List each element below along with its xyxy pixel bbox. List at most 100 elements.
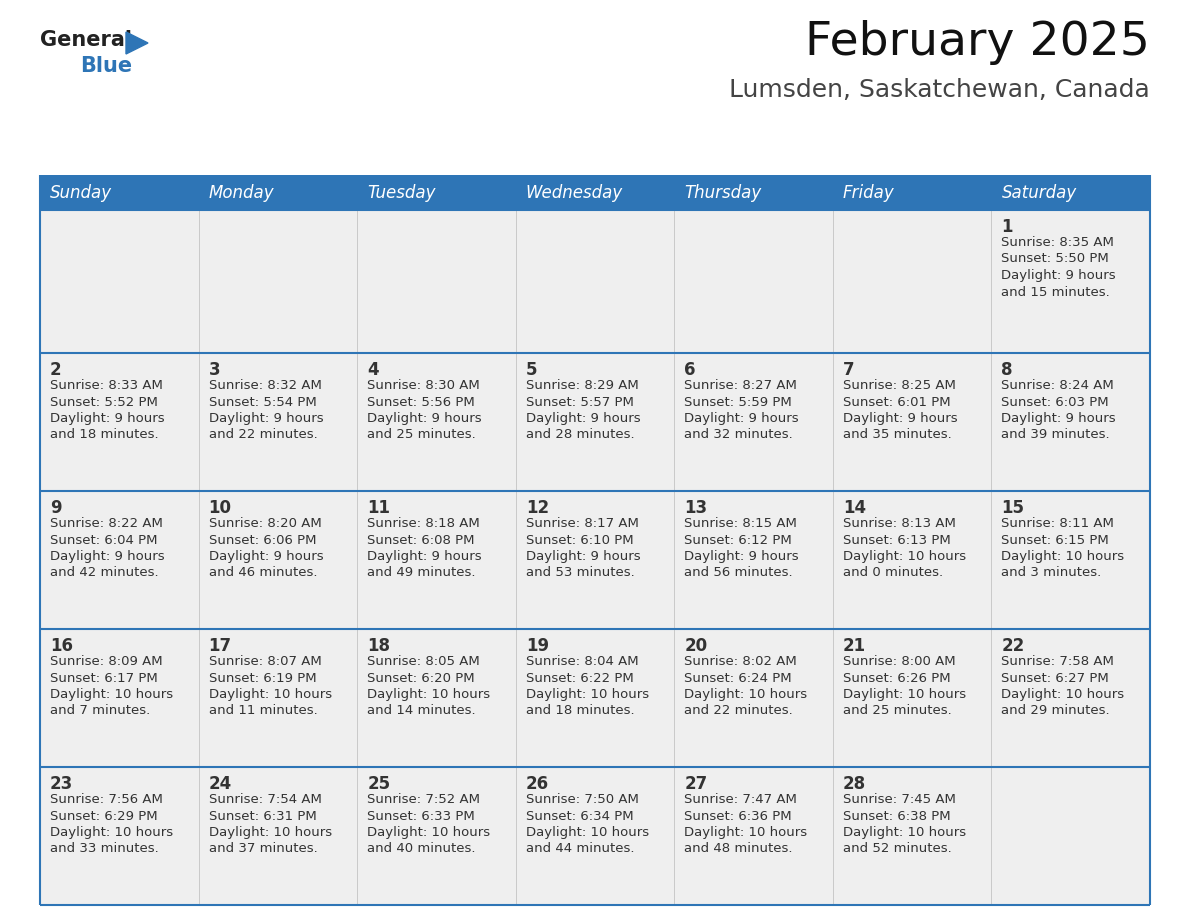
Bar xyxy=(40,767,198,905)
Text: Sunset: 5:56 PM: Sunset: 5:56 PM xyxy=(367,396,475,409)
Bar xyxy=(358,629,516,767)
Text: Sunrise: 7:54 AM: Sunrise: 7:54 AM xyxy=(209,793,322,806)
Bar xyxy=(516,629,675,767)
Text: Sunrise: 8:17 AM: Sunrise: 8:17 AM xyxy=(526,517,639,530)
Bar xyxy=(992,353,1150,491)
Bar xyxy=(198,353,358,491)
Text: Sunset: 6:08 PM: Sunset: 6:08 PM xyxy=(367,533,475,546)
Text: Daylight: 10 hours: Daylight: 10 hours xyxy=(684,688,808,701)
Text: and 18 minutes.: and 18 minutes. xyxy=(526,704,634,718)
Bar xyxy=(992,175,1150,210)
Bar xyxy=(675,491,833,629)
Text: Sunrise: 8:22 AM: Sunrise: 8:22 AM xyxy=(50,517,163,530)
Text: 2: 2 xyxy=(50,361,62,379)
Text: and 53 minutes.: and 53 minutes. xyxy=(526,566,634,579)
Text: Sunrise: 7:52 AM: Sunrise: 7:52 AM xyxy=(367,793,480,806)
Bar xyxy=(358,491,516,629)
Text: Sunday: Sunday xyxy=(50,184,112,201)
Text: 16: 16 xyxy=(50,637,72,655)
Bar xyxy=(358,210,516,353)
Text: General: General xyxy=(40,30,132,50)
Text: and 0 minutes.: and 0 minutes. xyxy=(842,566,943,579)
Text: Daylight: 9 hours: Daylight: 9 hours xyxy=(50,412,165,425)
Bar xyxy=(40,175,198,210)
Text: Daylight: 9 hours: Daylight: 9 hours xyxy=(684,550,798,563)
Text: Sunrise: 8:02 AM: Sunrise: 8:02 AM xyxy=(684,655,797,668)
Bar xyxy=(40,210,198,353)
Text: Sunrise: 8:35 AM: Sunrise: 8:35 AM xyxy=(1001,236,1114,249)
Text: Sunrise: 8:13 AM: Sunrise: 8:13 AM xyxy=(842,517,955,530)
Text: Sunset: 5:54 PM: Sunset: 5:54 PM xyxy=(209,396,316,409)
Text: Daylight: 9 hours: Daylight: 9 hours xyxy=(367,550,482,563)
Text: 28: 28 xyxy=(842,775,866,793)
Text: Daylight: 9 hours: Daylight: 9 hours xyxy=(209,412,323,425)
Text: Sunrise: 8:25 AM: Sunrise: 8:25 AM xyxy=(842,379,955,392)
Text: 15: 15 xyxy=(1001,499,1024,517)
Text: Daylight: 9 hours: Daylight: 9 hours xyxy=(842,412,958,425)
Bar xyxy=(992,491,1150,629)
Text: Sunset: 6:24 PM: Sunset: 6:24 PM xyxy=(684,671,792,685)
Text: 6: 6 xyxy=(684,361,696,379)
Text: Sunset: 6:29 PM: Sunset: 6:29 PM xyxy=(50,810,158,823)
Text: and 33 minutes.: and 33 minutes. xyxy=(50,843,159,856)
Text: 18: 18 xyxy=(367,637,390,655)
Bar xyxy=(675,175,833,210)
Text: 14: 14 xyxy=(842,499,866,517)
Text: Sunrise: 7:47 AM: Sunrise: 7:47 AM xyxy=(684,793,797,806)
Text: February 2025: February 2025 xyxy=(805,20,1150,65)
Bar xyxy=(516,491,675,629)
Text: Friday: Friday xyxy=(842,184,895,201)
Text: Daylight: 9 hours: Daylight: 9 hours xyxy=(209,550,323,563)
Bar xyxy=(516,767,675,905)
Text: 13: 13 xyxy=(684,499,707,517)
Text: and 35 minutes.: and 35 minutes. xyxy=(842,429,952,442)
Text: 10: 10 xyxy=(209,499,232,517)
Text: and 3 minutes.: and 3 minutes. xyxy=(1001,566,1101,579)
Text: 4: 4 xyxy=(367,361,379,379)
Text: Monday: Monday xyxy=(209,184,274,201)
Text: and 49 minutes.: and 49 minutes. xyxy=(367,566,475,579)
Text: Daylight: 10 hours: Daylight: 10 hours xyxy=(1001,688,1125,701)
Text: Sunrise: 7:56 AM: Sunrise: 7:56 AM xyxy=(50,793,163,806)
Text: and 28 minutes.: and 28 minutes. xyxy=(526,429,634,442)
Text: Sunrise: 7:50 AM: Sunrise: 7:50 AM xyxy=(526,793,639,806)
Bar xyxy=(833,353,992,491)
Text: Daylight: 10 hours: Daylight: 10 hours xyxy=(684,826,808,839)
Text: Daylight: 10 hours: Daylight: 10 hours xyxy=(209,826,331,839)
Text: Sunrise: 8:05 AM: Sunrise: 8:05 AM xyxy=(367,655,480,668)
Text: 11: 11 xyxy=(367,499,390,517)
Text: 3: 3 xyxy=(209,361,220,379)
Text: Sunrise: 7:45 AM: Sunrise: 7:45 AM xyxy=(842,793,955,806)
Text: Sunset: 5:57 PM: Sunset: 5:57 PM xyxy=(526,396,633,409)
Bar xyxy=(833,767,992,905)
Text: Sunset: 6:38 PM: Sunset: 6:38 PM xyxy=(842,810,950,823)
Text: Sunset: 6:04 PM: Sunset: 6:04 PM xyxy=(50,533,158,546)
Text: and 18 minutes.: and 18 minutes. xyxy=(50,429,159,442)
Text: 8: 8 xyxy=(1001,361,1013,379)
Text: Sunrise: 8:07 AM: Sunrise: 8:07 AM xyxy=(209,655,321,668)
Text: Sunset: 6:20 PM: Sunset: 6:20 PM xyxy=(367,671,475,685)
Text: Sunset: 5:50 PM: Sunset: 5:50 PM xyxy=(1001,252,1110,265)
Text: and 11 minutes.: and 11 minutes. xyxy=(209,704,317,718)
Bar xyxy=(198,767,358,905)
Text: Sunset: 6:31 PM: Sunset: 6:31 PM xyxy=(209,810,316,823)
Text: Daylight: 10 hours: Daylight: 10 hours xyxy=(842,550,966,563)
Bar xyxy=(833,175,992,210)
Text: Daylight: 9 hours: Daylight: 9 hours xyxy=(526,550,640,563)
Text: 24: 24 xyxy=(209,775,232,793)
Text: Sunrise: 8:29 AM: Sunrise: 8:29 AM xyxy=(526,379,638,392)
Text: Daylight: 10 hours: Daylight: 10 hours xyxy=(526,826,649,839)
Text: and 40 minutes.: and 40 minutes. xyxy=(367,843,475,856)
Text: Blue: Blue xyxy=(80,56,132,76)
Text: and 48 minutes.: and 48 minutes. xyxy=(684,843,792,856)
Text: and 37 minutes.: and 37 minutes. xyxy=(209,843,317,856)
Bar xyxy=(516,353,675,491)
Text: Daylight: 9 hours: Daylight: 9 hours xyxy=(684,412,798,425)
Text: Sunset: 6:03 PM: Sunset: 6:03 PM xyxy=(1001,396,1110,409)
Text: 27: 27 xyxy=(684,775,708,793)
Text: Sunset: 6:17 PM: Sunset: 6:17 PM xyxy=(50,671,158,685)
Text: Daylight: 10 hours: Daylight: 10 hours xyxy=(50,826,173,839)
Bar xyxy=(40,629,198,767)
Bar xyxy=(833,491,992,629)
Text: Sunrise: 8:32 AM: Sunrise: 8:32 AM xyxy=(209,379,322,392)
